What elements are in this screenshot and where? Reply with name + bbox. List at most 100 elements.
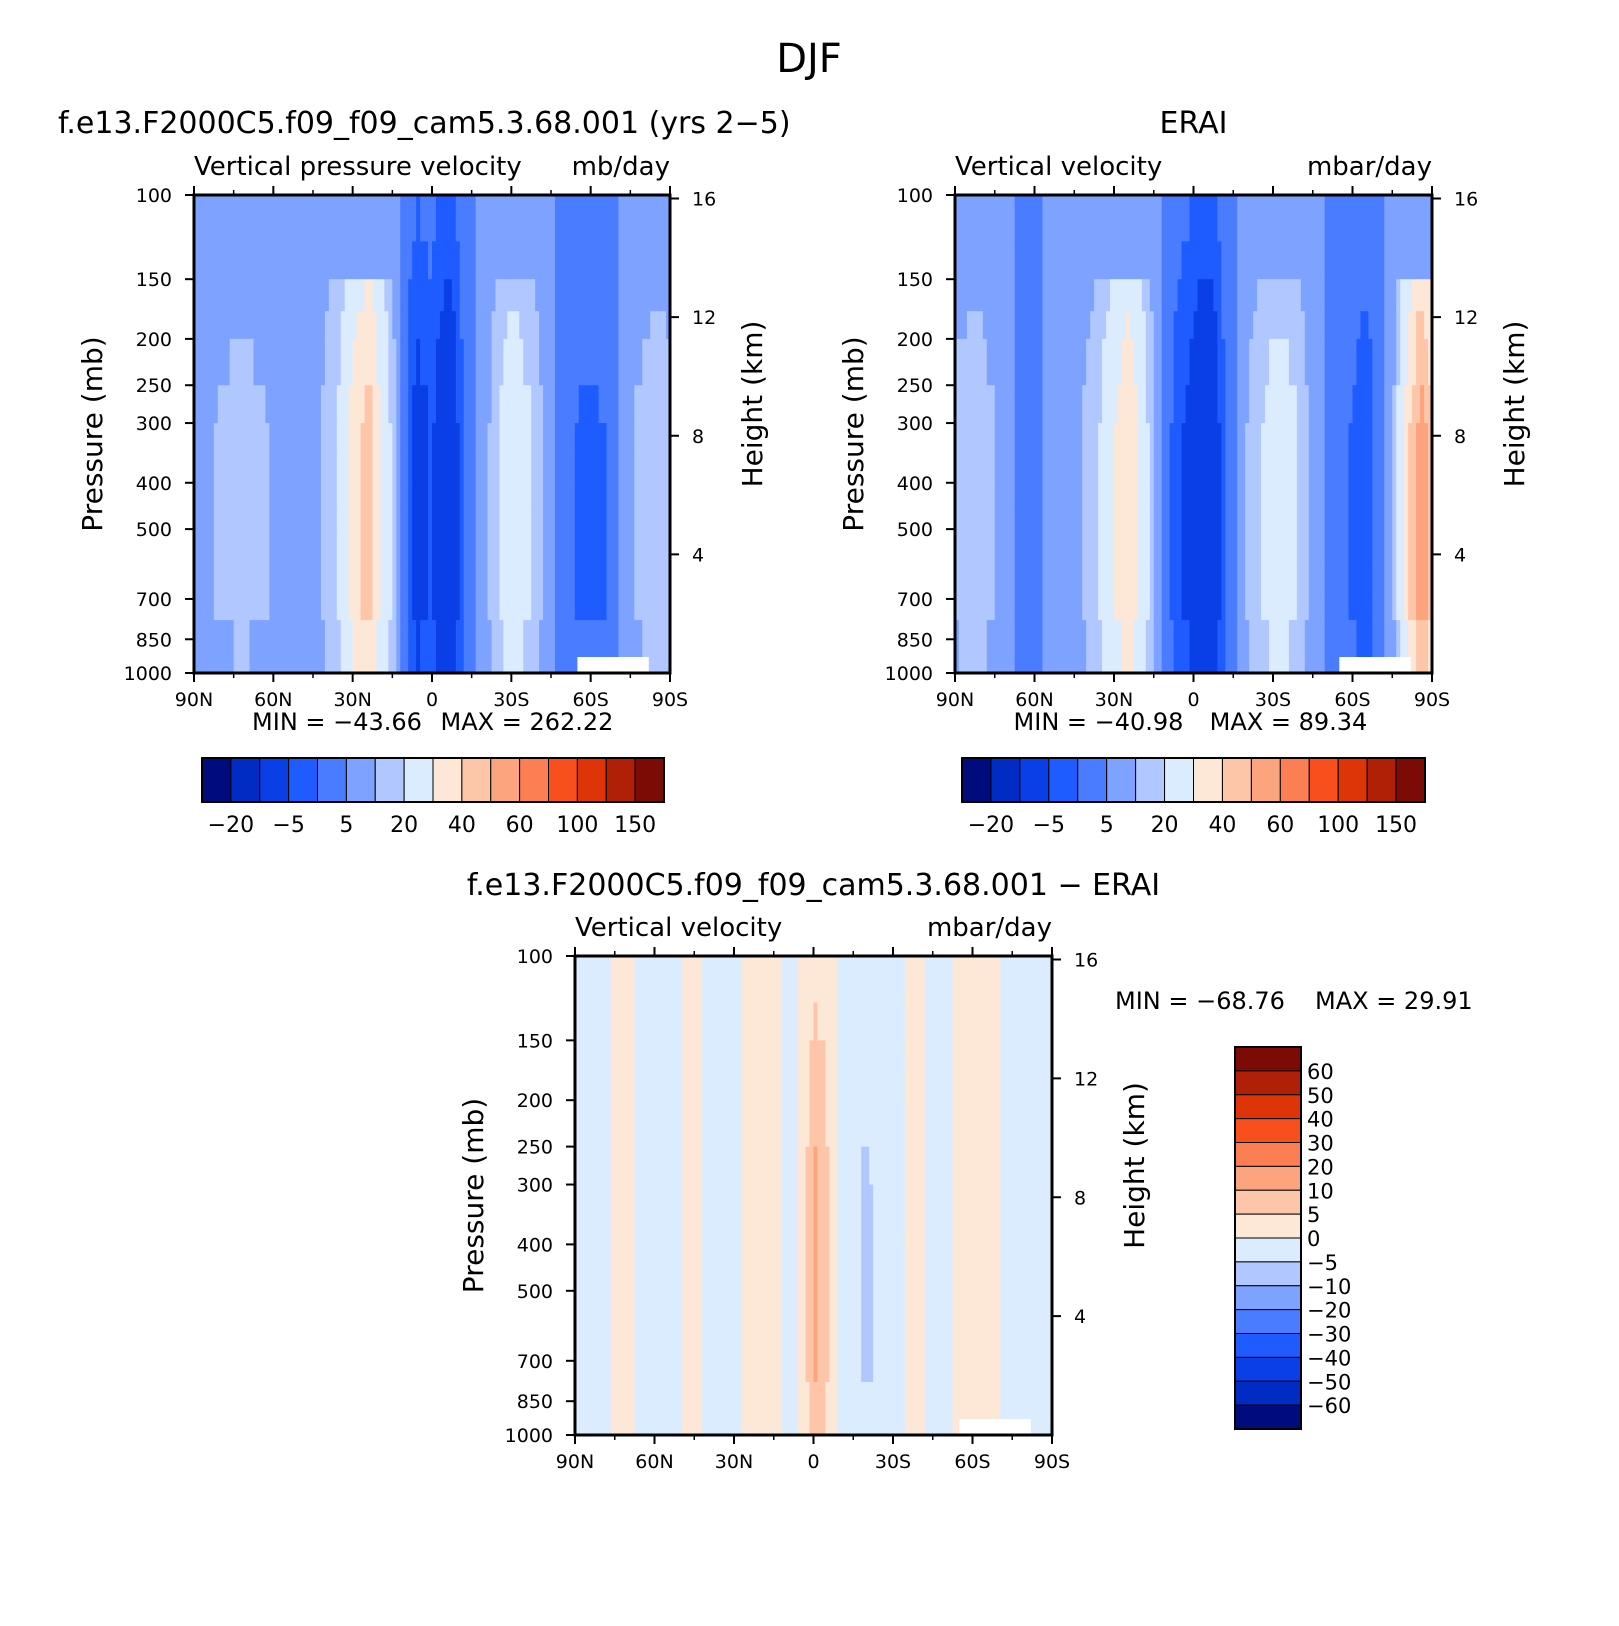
contour-cell (603, 1002, 608, 1041)
contour-cell (651, 1147, 656, 1186)
contour-cell (317, 339, 322, 386)
contour-cell (782, 1217, 787, 1245)
contour-cell (599, 1185, 604, 1218)
contour-cell (1170, 311, 1175, 339)
contour-cell (638, 195, 643, 242)
contour-cell (559, 423, 564, 456)
contour-cell (1019, 567, 1024, 600)
contour-cell (1241, 423, 1246, 456)
contour-cell (317, 311, 322, 339)
contour-cell (1050, 599, 1055, 621)
contour-cell (297, 311, 302, 339)
contour-cell (210, 241, 215, 279)
contour-cell (1341, 311, 1346, 339)
contour-cell (1201, 455, 1206, 483)
contour-cell (404, 529, 409, 567)
contour-cell (563, 657, 568, 674)
contour-cell (495, 339, 500, 386)
contour-cell (591, 1382, 596, 1402)
contour-cell (579, 1185, 584, 1218)
contour-cell (1325, 195, 1330, 242)
colorbar-swatch (375, 758, 404, 802)
contour-cell (1364, 195, 1369, 242)
contour-cell (658, 657, 663, 674)
contour-cell (670, 1040, 675, 1073)
contour-cell (476, 657, 481, 674)
colorbar-swatch (318, 758, 347, 802)
contour-cell (1233, 599, 1238, 621)
contour-cell (1341, 483, 1346, 508)
contour-cell (527, 529, 532, 567)
contour-cell (313, 529, 318, 567)
contour-cell (1126, 620, 1131, 640)
contour-cell (495, 279, 500, 312)
contour-cell (623, 1291, 628, 1330)
contour-cell (1345, 385, 1350, 423)
contour-cell (650, 241, 655, 279)
contour-cell (325, 620, 330, 640)
contour-cell (631, 1040, 636, 1073)
contour-cell (690, 1329, 695, 1362)
contour-cell (531, 311, 536, 339)
contour-cell (1086, 279, 1091, 312)
contour-cell (662, 1217, 667, 1245)
contour-cell (1237, 241, 1242, 279)
contour-cell (476, 385, 481, 423)
contour-cell (1317, 639, 1322, 657)
contour-cell (611, 1040, 616, 1073)
contour-cell (1094, 423, 1099, 456)
contour-cell (555, 599, 560, 621)
contour-cell (774, 1382, 779, 1402)
contour-cell (1285, 339, 1290, 386)
contour-cell (1225, 279, 1230, 312)
contour-cell (1110, 483, 1115, 508)
contour-cell (460, 279, 465, 312)
contour-cell (778, 1217, 783, 1245)
contour-cell (810, 1269, 815, 1292)
contour-cell (999, 385, 1004, 423)
contour-cell (774, 1269, 779, 1292)
contour-cell (369, 567, 374, 600)
contour-cell (456, 529, 461, 567)
contour-cell (1209, 507, 1214, 529)
contour-cell (666, 1269, 671, 1292)
contour-cell (1166, 195, 1171, 242)
contour-cell (1345, 483, 1350, 508)
contour-cell (1289, 339, 1294, 386)
contour-cell (575, 339, 580, 386)
contour-cell (420, 423, 425, 456)
contour-cell (1420, 339, 1425, 386)
contour-cell (658, 507, 663, 529)
contour-cell (1305, 241, 1310, 279)
contour-cell (408, 529, 413, 567)
contour-cell (750, 1040, 755, 1073)
contour-cell (1249, 620, 1254, 640)
contour-cell (599, 1147, 604, 1186)
contour-cell (301, 657, 306, 674)
contour-cell (1031, 657, 1036, 674)
contour-cell (519, 279, 524, 312)
contour-cell (1420, 241, 1425, 279)
contour-cell (218, 639, 223, 657)
contour-cell (535, 657, 540, 674)
contour-cell (238, 507, 243, 529)
contour-cell (631, 1002, 636, 1041)
contour-cell (495, 195, 500, 242)
contour-cell (1118, 567, 1123, 600)
contour-cell (305, 339, 310, 386)
contour-cell (1086, 657, 1091, 674)
contour-cell (444, 423, 449, 456)
contour-cell (770, 1072, 775, 1100)
contour-cell (1170, 385, 1175, 423)
contour-cell (1130, 639, 1135, 657)
contour-cell (662, 1401, 667, 1419)
contour-cell (230, 567, 235, 600)
y-tick-label: 1000 (124, 663, 172, 685)
contour-cell (987, 529, 992, 567)
contour-cell (1011, 639, 1016, 657)
contour-cell (1003, 385, 1008, 423)
contour-cell (1285, 639, 1290, 657)
contour-cell (1205, 507, 1210, 529)
colorbar-swatch (1020, 758, 1049, 802)
contour-cell (627, 1419, 632, 1436)
